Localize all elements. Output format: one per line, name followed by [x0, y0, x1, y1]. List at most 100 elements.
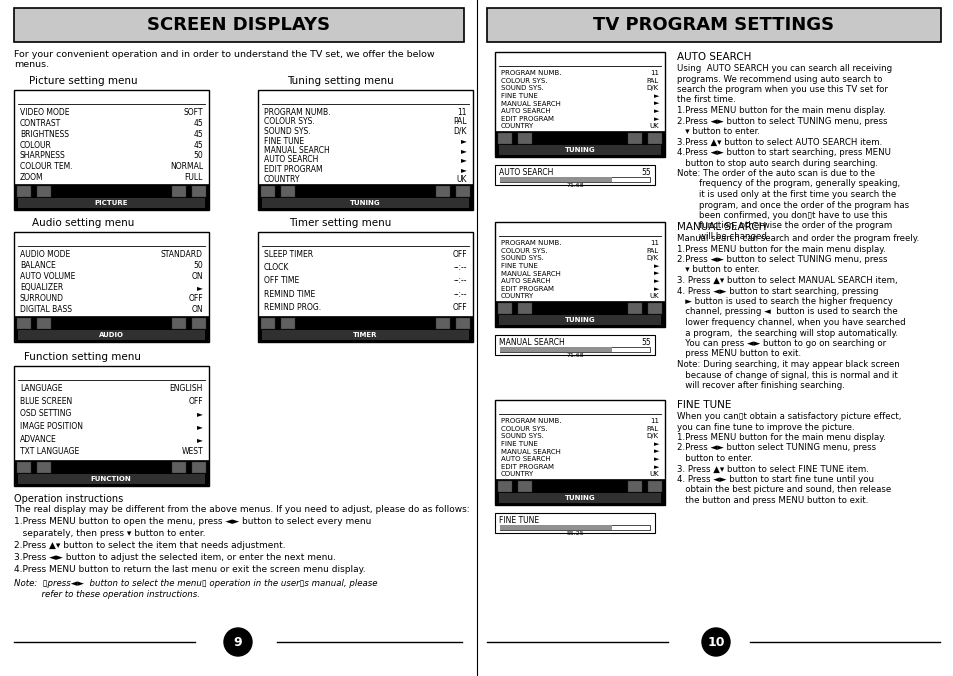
Text: 11: 11 [649, 418, 659, 424]
Text: ►: ► [197, 435, 203, 443]
Text: PAL: PAL [646, 426, 659, 431]
Text: function, otherwise the order of the program: function, otherwise the order of the pro… [677, 222, 891, 231]
Text: DIGITAL BASS: DIGITAL BASS [20, 305, 71, 314]
Text: COUNTRY: COUNTRY [264, 174, 300, 183]
Text: because of change of signal, this is normal and it: because of change of signal, this is nor… [677, 370, 897, 379]
Text: ►: ► [653, 270, 659, 276]
Bar [262, 198, 469, 208]
Bar [495, 301, 664, 327]
Bar [172, 318, 186, 329]
Bar [14, 460, 209, 486]
Bar [436, 318, 450, 329]
Text: press MENU button to exit.: press MENU button to exit. [677, 349, 801, 358]
Bar [627, 481, 641, 492]
Text: lower frequency channel, when you have searched: lower frequency channel, when you have s… [677, 318, 904, 327]
Text: COLOUR: COLOUR [20, 141, 51, 149]
Text: program, and once the order of the program has: program, and once the order of the progr… [677, 201, 908, 210]
Text: Tuning setting menu: Tuning setting menu [286, 76, 393, 86]
Text: TV PROGRAM SETTINGS: TV PROGRAM SETTINGS [593, 16, 834, 34]
Text: UK: UK [649, 471, 659, 477]
Text: D/K: D/K [646, 85, 659, 91]
Text: --:--: --:-- [453, 263, 467, 272]
Bar [499, 177, 649, 182]
Text: EDIT PROGRAM: EDIT PROGRAM [500, 286, 554, 292]
Bar [495, 52, 664, 157]
Text: OFF TIME: OFF TIME [264, 276, 299, 285]
Bar [497, 481, 512, 492]
Text: TUNING: TUNING [564, 147, 595, 153]
Text: ►: ► [653, 93, 659, 99]
Bar [456, 318, 470, 329]
Text: you can fine tune to improve the picture.: you can fine tune to improve the picture… [677, 422, 854, 431]
Bar [495, 222, 664, 327]
Text: OFF: OFF [452, 303, 467, 312]
Text: STANDARD: STANDARD [161, 250, 203, 259]
Text: BRIGHTNESS: BRIGHTNESS [20, 130, 69, 139]
Text: MANUAL SEARCH: MANUAL SEARCH [500, 101, 560, 107]
Text: FINE TUNE: FINE TUNE [677, 400, 731, 410]
Text: TXT LANGUAGE: TXT LANGUAGE [20, 448, 79, 456]
Text: 3.Press ▲▾ button to select AUTO SEARCH item.: 3.Press ▲▾ button to select AUTO SEARCH … [677, 137, 882, 147]
Bar [172, 462, 186, 473]
Text: ►: ► [653, 116, 659, 122]
Text: EQUALIZER: EQUALIZER [20, 283, 63, 292]
Bar [498, 493, 660, 503]
Text: frequency of the program, generally speaking,: frequency of the program, generally spea… [677, 180, 900, 189]
Bar [495, 513, 655, 533]
Text: ►: ► [653, 441, 659, 447]
Text: 2.Press ▲▾ button to select the item that needs adjustment.: 2.Press ▲▾ button to select the item tha… [14, 541, 285, 550]
Bar [486, 8, 940, 42]
Bar [627, 133, 641, 144]
Text: COLOUR TEM.: COLOUR TEM. [20, 162, 72, 171]
Text: TUNING: TUNING [350, 200, 380, 206]
Text: MANUAL SEARCH: MANUAL SEARCH [498, 338, 564, 347]
Text: SOUND SYS.: SOUND SYS. [500, 256, 543, 261]
Text: ON: ON [192, 272, 203, 281]
Bar [14, 366, 209, 486]
Text: ►: ► [460, 165, 467, 174]
Text: 50: 50 [193, 151, 203, 160]
Text: REMIND PROG.: REMIND PROG. [264, 303, 321, 312]
Text: REMIND TIME: REMIND TIME [264, 289, 314, 299]
Text: ►: ► [653, 101, 659, 107]
Text: 55: 55 [640, 338, 650, 347]
Text: D/K: D/K [646, 256, 659, 261]
Text: ►: ► [653, 278, 659, 284]
Circle shape [224, 628, 252, 656]
Text: PROGRAM NUMB.: PROGRAM NUMB. [500, 418, 561, 424]
Text: Function setting menu: Function setting menu [25, 352, 141, 362]
Text: ► button is used to search the higher frequency: ► button is used to search the higher fr… [677, 297, 892, 306]
Text: EDIT PROGRAM: EDIT PROGRAM [264, 165, 322, 174]
Bar [627, 303, 641, 314]
Text: --:--: --:-- [453, 289, 467, 299]
Circle shape [701, 628, 729, 656]
Text: Audio setting menu: Audio setting menu [31, 218, 134, 228]
Text: IMAGE POSITION: IMAGE POSITION [20, 422, 83, 431]
Bar [495, 131, 664, 157]
Text: it is used only at the first time you search the: it is used only at the first time you se… [677, 190, 895, 199]
Bar [647, 303, 661, 314]
Bar [495, 400, 664, 505]
Text: SOUND SYS.: SOUND SYS. [500, 433, 543, 439]
Bar [261, 318, 274, 329]
Text: 4. Press ◄► button to start searching, pressing: 4. Press ◄► button to start searching, p… [677, 287, 878, 295]
Text: FINE TUNE: FINE TUNE [498, 516, 538, 525]
Bar [17, 318, 30, 329]
Bar [647, 133, 661, 144]
Text: ►: ► [653, 263, 659, 269]
Text: ►: ► [653, 286, 659, 292]
Text: PROGRAM NUMB.: PROGRAM NUMB. [264, 108, 330, 117]
Text: ►: ► [460, 137, 467, 145]
Text: ►: ► [197, 283, 203, 292]
Bar [261, 186, 274, 197]
Text: OSD SETTING: OSD SETTING [20, 410, 71, 418]
Text: the first time.: the first time. [677, 95, 735, 105]
Text: button to enter.: button to enter. [677, 454, 752, 463]
Text: UK: UK [456, 174, 467, 183]
Text: Note:  ▯press◄►  button to select the menu▯ operation in the user▯s manual, plea: Note: ▯press◄► button to select the menu… [14, 579, 377, 588]
Text: AUTO SEARCH: AUTO SEARCH [677, 52, 751, 62]
Bar [647, 481, 661, 492]
Bar [497, 303, 512, 314]
Text: ZOOM: ZOOM [20, 173, 44, 182]
Text: will recover after finishing searching.: will recover after finishing searching. [677, 381, 844, 390]
